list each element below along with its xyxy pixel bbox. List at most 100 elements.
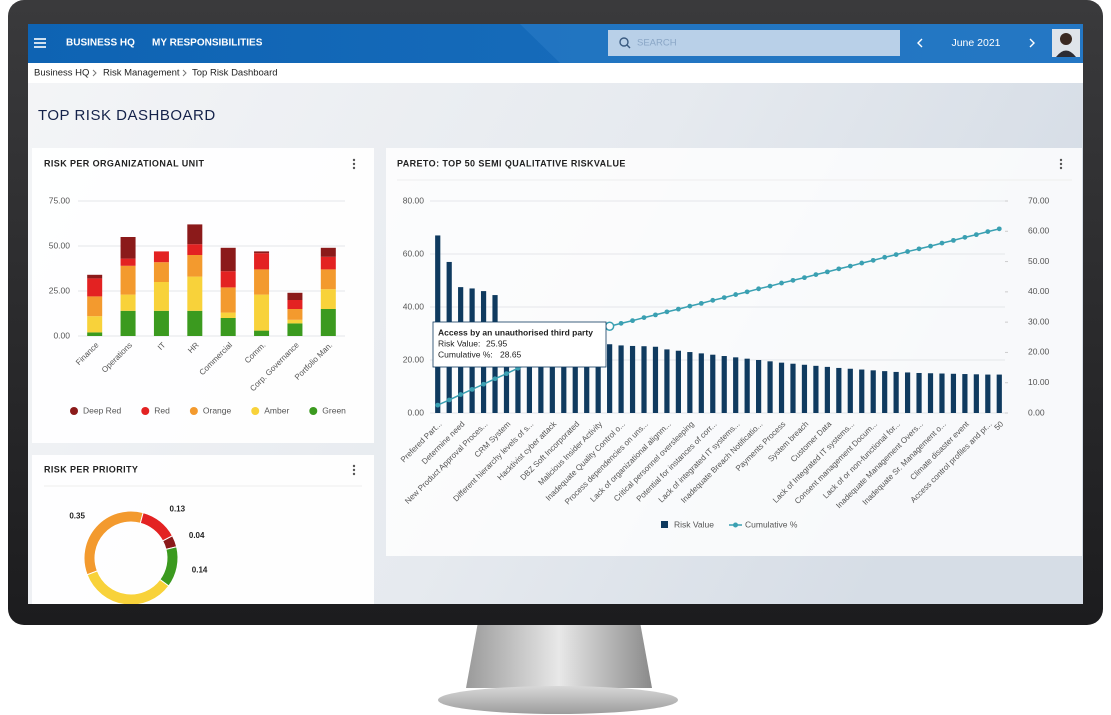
- line-point: [870, 257, 876, 263]
- legend-marker: [733, 522, 738, 528]
- bar-segment: [254, 253, 270, 270]
- line-point: [928, 243, 933, 249]
- bar-segment: [87, 274, 103, 279]
- search-placeholder: SEARCH: [637, 38, 677, 49]
- donut-slice: [86, 570, 170, 604]
- bar-segment: [187, 255, 203, 277]
- y-tick-label: 0.00: [53, 330, 70, 340]
- y2-tick-label: 20.00: [1028, 347, 1050, 357]
- breadcrumb-link[interactable]: Business HQ: [34, 68, 89, 79]
- legend-marker: [309, 407, 318, 415]
- line-point: [435, 402, 441, 408]
- next-period[interactable]: [1029, 38, 1035, 48]
- bar: [641, 346, 647, 413]
- bar: [526, 338, 533, 413]
- bar-segment: [220, 318, 236, 336]
- line-point: [687, 303, 693, 309]
- y2-tick-label: 30.00: [1028, 316, 1050, 326]
- bar-segment: [287, 292, 303, 300]
- y-tick-label: 80.00: [403, 195, 425, 205]
- tooltip-value: 25.95: [486, 338, 508, 348]
- line-point: [458, 392, 464, 397]
- bar: [756, 360, 762, 413]
- bar: [698, 353, 704, 413]
- line-point: [882, 254, 888, 260]
- nav-link[interactable]: BUSINESS HQ: [66, 38, 135, 49]
- bar-segment: [120, 294, 136, 311]
- data-label: 0.14: [192, 565, 208, 574]
- legend-marker: [661, 521, 668, 528]
- line-point: [721, 295, 727, 301]
- bar-segment: [87, 296, 103, 317]
- card-title: RISK PER ORGANIZATIONAL UNIT: [44, 158, 204, 168]
- line-point: [939, 240, 945, 246]
- monitor-base: [438, 686, 678, 714]
- line-point: [779, 280, 784, 286]
- line-point: [996, 226, 1002, 232]
- screen: BUSINESS HQ MY RESPONSIBILITIES SEARCH J…: [28, 24, 1083, 604]
- bar-segment: [254, 330, 270, 336]
- data-label: 0.35: [69, 512, 85, 521]
- line-point: [653, 312, 658, 318]
- bar-segment: [87, 278, 103, 297]
- line-point: [985, 229, 991, 234]
- period: June 2021: [951, 37, 1000, 49]
- bar: [939, 373, 945, 413]
- bar-segment: [153, 262, 169, 282]
- bar: [515, 338, 521, 413]
- bar-segment: [153, 282, 169, 311]
- monitor-neck: [466, 622, 652, 688]
- legend-label: Cumulative %: [745, 519, 798, 529]
- bar: [778, 362, 785, 413]
- y2-tick-label: 70.00: [1028, 195, 1050, 205]
- y-tick-label: 40.00: [403, 301, 425, 311]
- bar-segment: [320, 309, 336, 336]
- line-point: [733, 292, 739, 297]
- bar: [927, 373, 934, 413]
- nav-link[interactable]: MY RESPONSIBILITIES: [152, 38, 263, 49]
- line-point: [905, 249, 910, 254]
- line-point: [847, 263, 853, 269]
- bar-segment: [220, 287, 236, 313]
- bar: [859, 369, 865, 413]
- bar-segment: [187, 310, 203, 336]
- bar: [824, 366, 830, 413]
- line-point: [664, 309, 670, 315]
- line-point: [916, 246, 922, 252]
- legend-label: Red: [154, 405, 170, 415]
- tooltip: Access by an unauthorised third party Ri…: [432, 321, 607, 368]
- line-point: [836, 266, 842, 272]
- line-point: [962, 234, 968, 240]
- bar-segment: [120, 310, 136, 336]
- card-menu[interactable]: [352, 158, 356, 170]
- bar-segment: [254, 269, 270, 295]
- bar: [904, 372, 911, 413]
- search-box[interactable]: [608, 30, 900, 56]
- line-point: [893, 252, 899, 258]
- card-menu[interactable]: [1059, 158, 1063, 170]
- line-point: [492, 376, 498, 382]
- bar-segment: [320, 289, 336, 309]
- bar: [584, 341, 590, 413]
- legend-marker: [251, 407, 260, 415]
- bar: [870, 370, 876, 413]
- menu-icon[interactable]: [34, 38, 46, 48]
- line-point: [710, 297, 716, 303]
- search-icon: [619, 37, 629, 47]
- bar: [973, 374, 979, 413]
- y-tick-label: 0.00: [407, 407, 424, 417]
- breadcrumb-separator: [92, 69, 97, 77]
- line-point: [802, 275, 807, 281]
- page-title: TOP RISK DASHBOARD: [38, 107, 216, 124]
- bar: [549, 339, 555, 413]
- bar: [836, 367, 842, 413]
- card-menu[interactable]: [352, 464, 356, 476]
- bar-segment: [220, 271, 236, 288]
- breadcrumb-link[interactable]: Risk Management: [103, 68, 180, 79]
- tooltip-value: 28.65: [500, 349, 522, 359]
- prev-period[interactable]: [917, 38, 923, 48]
- search-icon: [626, 44, 631, 49]
- bar-segment: [220, 247, 236, 272]
- bar-segment: [254, 294, 270, 331]
